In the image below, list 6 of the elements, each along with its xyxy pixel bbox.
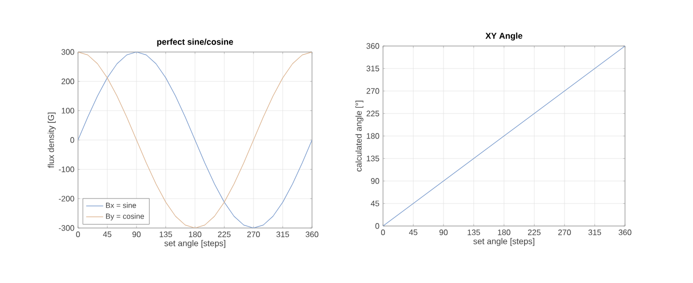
chart-title: XY Angle xyxy=(486,32,522,40)
x-axis-title: set angle [steps] xyxy=(473,238,534,246)
chart-title: perfect sine/cosine xyxy=(157,38,234,46)
y-axis-title: flux density [G] xyxy=(48,112,56,168)
y-axis-title: calculated angle [°] xyxy=(355,100,364,172)
x-axis-title: set angle [steps] xyxy=(164,240,226,248)
